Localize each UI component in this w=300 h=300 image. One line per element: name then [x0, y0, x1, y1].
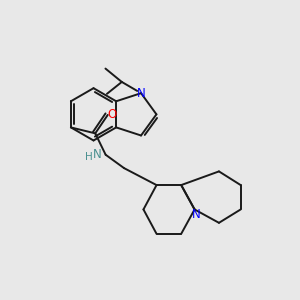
Text: N: N — [93, 148, 102, 161]
Text: N: N — [137, 87, 146, 100]
Text: O: O — [107, 108, 116, 122]
Text: H: H — [85, 152, 93, 162]
Text: N: N — [192, 208, 200, 221]
